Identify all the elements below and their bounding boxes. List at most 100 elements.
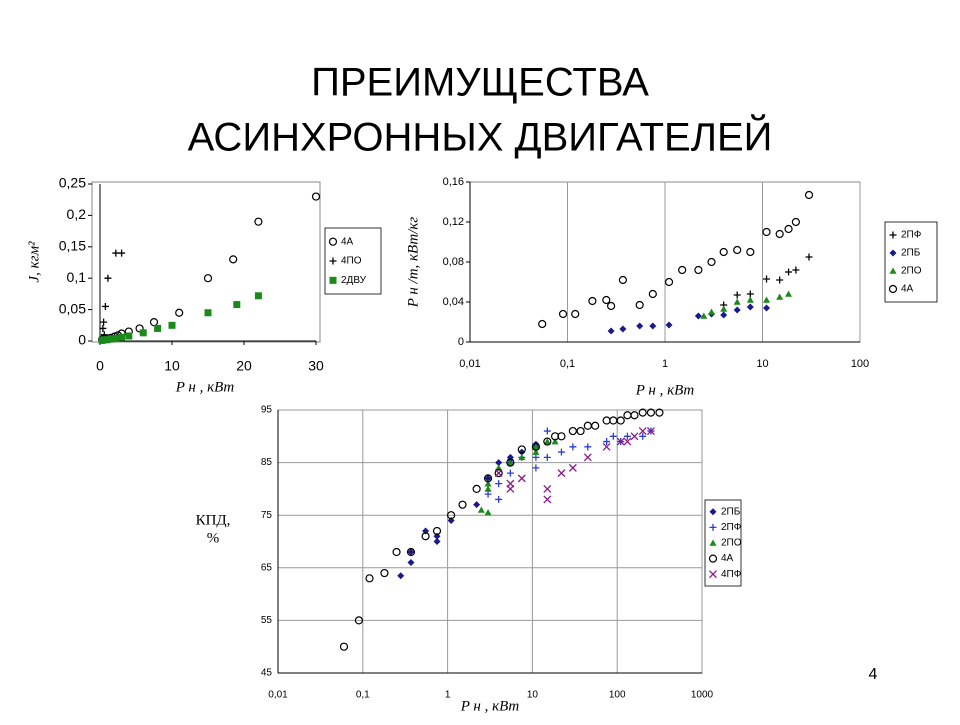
point [746, 247, 755, 257]
point [254, 217, 263, 226]
point [623, 411, 632, 420]
point [571, 309, 580, 319]
point [407, 548, 415, 556]
x-axis-label: P н , кВт [460, 698, 520, 714]
point [550, 432, 560, 441]
point [649, 322, 657, 330]
y-tick-label: 0,2 [67, 206, 87, 222]
point [484, 485, 492, 492]
point [543, 437, 552, 446]
point [532, 453, 540, 461]
point [543, 453, 551, 461]
point [203, 274, 213, 283]
point [532, 464, 540, 472]
point [472, 484, 481, 493]
point [694, 265, 703, 275]
legend-label: 2ПФ [721, 522, 742, 533]
point [495, 480, 503, 488]
point [518, 453, 526, 461]
point [365, 574, 374, 583]
point [154, 324, 162, 332]
point [473, 501, 481, 509]
point [602, 416, 611, 425]
point [484, 509, 492, 516]
point [484, 474, 492, 482]
point [175, 308, 184, 317]
y-tick-label: 0 [458, 336, 464, 348]
point [655, 408, 664, 417]
legend-marker [709, 570, 717, 579]
point [763, 304, 771, 312]
point [125, 332, 133, 340]
slide-title: ПРЕИМУЩЕСТВА [311, 61, 649, 105]
point [609, 432, 617, 440]
point [720, 311, 728, 319]
point [506, 479, 515, 488]
chart: 0,01 0,1 1 10 100 0 0,04 0,08 0,12 0,16 P н , кВт P… [405, 176, 938, 398]
x-tick-label: 0,1 [356, 690, 370, 701]
point [636, 322, 644, 330]
point [406, 547, 416, 557]
y-tick-label: 95 [261, 405, 273, 416]
point [746, 303, 754, 311]
point [495, 459, 503, 467]
x-axis-label: P н , кВт [175, 379, 235, 395]
chart: 0,01 0,1 1 10 100 1000 45 55 65 75 85 95 P н , кВт КП… [196, 405, 742, 715]
point [746, 296, 754, 303]
legend-marker [889, 267, 897, 274]
point [557, 432, 566, 441]
x-tick-label: 10 [527, 690, 539, 701]
point [694, 312, 702, 320]
y-axis-label: P н /m, кВт/кг [405, 217, 421, 309]
point [569, 443, 577, 451]
point [568, 463, 577, 472]
point [606, 301, 616, 311]
point [447, 511, 456, 520]
legend-marker [888, 284, 898, 294]
legend-label: 2ПБ [901, 248, 921, 259]
page-number: 4 [869, 666, 878, 683]
y-tick-label: 0,08 [443, 256, 464, 268]
point [407, 559, 415, 567]
point [100, 318, 108, 326]
point [746, 290, 754, 298]
point [484, 480, 492, 487]
point [619, 325, 627, 333]
point [588, 296, 597, 306]
chart: 0 10 20 30 0 0,05 0,1 0,15 0,2 0,25 P н , кВт J, кг… [26, 175, 382, 395]
point [538, 319, 547, 329]
x-tick-label: 30 [308, 358, 324, 374]
point [707, 257, 716, 267]
point [149, 318, 159, 327]
x-tick-label: 100 [851, 358, 869, 370]
point [233, 301, 241, 309]
legend-marker [709, 508, 717, 516]
point [618, 275, 627, 285]
point [557, 448, 565, 456]
x-tick-label: 1 [445, 690, 451, 701]
point [380, 568, 389, 578]
point [607, 327, 615, 335]
point [763, 296, 771, 303]
x-tick-label: 10 [756, 358, 768, 370]
y-tick-label: 0 [78, 332, 86, 348]
x-tick-label: 1000 [691, 690, 714, 701]
y-axis-label: % [207, 530, 220, 546]
point [543, 427, 551, 435]
point [664, 277, 674, 287]
y-axis-label: J, кгм² [26, 241, 42, 283]
point [733, 306, 741, 314]
legend-label: 4ПО [341, 256, 362, 267]
y-tick-label: 45 [261, 668, 273, 679]
x-axis-label: P н , кВт [635, 382, 695, 398]
point [602, 442, 611, 451]
x-tick-label: 0,01 [459, 358, 480, 370]
point [483, 474, 493, 483]
point [139, 329, 147, 337]
legend-label: 2ПБ [721, 506, 741, 517]
point [254, 292, 262, 300]
legend-marker [889, 231, 897, 239]
point [616, 437, 625, 446]
point [775, 229, 784, 239]
